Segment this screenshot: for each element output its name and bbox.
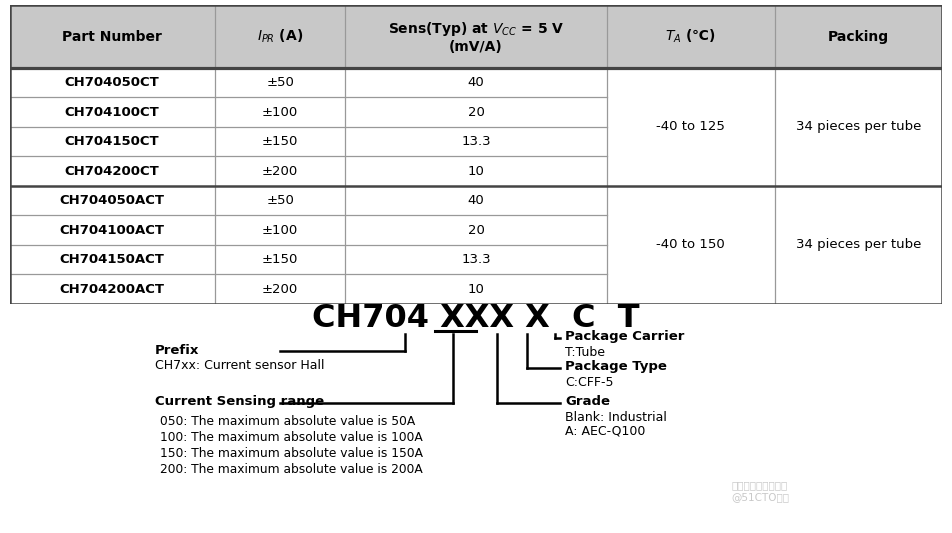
Text: 34 pieces per tube: 34 pieces per tube <box>796 120 922 133</box>
Bar <box>346 68 606 98</box>
Text: Packing: Packing <box>828 30 889 44</box>
Bar <box>215 274 346 304</box>
Text: Current Sensing range: Current Sensing range <box>155 394 324 408</box>
Text: CH704100ACT: CH704100ACT <box>60 224 165 237</box>
Text: ±200: ±200 <box>262 165 298 177</box>
Text: Part Number: Part Number <box>62 30 162 44</box>
Text: CH704150ACT: CH704150ACT <box>60 253 165 266</box>
Text: CH704050ACT: CH704050ACT <box>60 194 165 207</box>
Text: CH704050CT: CH704050CT <box>65 76 160 89</box>
Text: Prefix: Prefix <box>155 344 199 357</box>
Bar <box>346 186 606 215</box>
Text: ±150: ±150 <box>262 135 298 148</box>
Bar <box>346 157 606 186</box>
Text: Grade: Grade <box>565 394 610 408</box>
Bar <box>346 215 606 245</box>
Text: 100: The maximum absolute value is 100A: 100: The maximum absolute value is 100A <box>160 431 423 443</box>
Bar <box>606 274 775 304</box>
Bar <box>775 274 942 304</box>
Bar <box>775 245 942 274</box>
Text: CH7xx: Current sensor Hall: CH7xx: Current sensor Hall <box>155 359 325 372</box>
Text: 20: 20 <box>467 224 485 237</box>
Bar <box>10 186 215 215</box>
Bar <box>346 127 606 157</box>
Bar <box>215 215 346 245</box>
Text: Package Type: Package Type <box>565 360 666 373</box>
Text: ±150: ±150 <box>262 253 298 266</box>
Bar <box>775 68 942 98</box>
Text: 34 pieces per tube: 34 pieces per tube <box>796 238 922 252</box>
Bar <box>10 215 215 245</box>
Text: ±50: ±50 <box>267 194 294 207</box>
Bar <box>606 157 775 186</box>
Bar <box>10 5 215 68</box>
Bar <box>215 186 346 215</box>
Bar <box>215 157 346 186</box>
Text: 050: The maximum absolute value is 50A: 050: The maximum absolute value is 50A <box>160 415 415 427</box>
Bar <box>215 245 346 274</box>
Bar <box>606 68 775 98</box>
Text: ±100: ±100 <box>262 224 298 237</box>
Bar <box>346 245 606 274</box>
Text: $T_{A}$ (℃): $T_{A}$ (℃) <box>665 28 716 45</box>
Text: 10: 10 <box>467 282 485 296</box>
Text: 20: 20 <box>467 106 485 119</box>
Bar <box>775 5 942 68</box>
Text: 电力电子技术与应用
@51CTO博客: 电力电子技术与应用 @51CTO博客 <box>731 480 789 502</box>
Bar <box>606 98 775 127</box>
Bar <box>10 274 215 304</box>
Bar <box>10 68 215 98</box>
Text: CH704150CT: CH704150CT <box>65 135 159 148</box>
Text: ±200: ±200 <box>262 282 298 296</box>
Text: ±50: ±50 <box>267 76 294 89</box>
Bar <box>775 186 942 215</box>
Text: CH704200CT: CH704200CT <box>65 165 160 177</box>
Text: $I_{PR}$ (A): $I_{PR}$ (A) <box>257 28 303 45</box>
Bar <box>215 5 346 68</box>
Text: ±100: ±100 <box>262 106 298 119</box>
Text: T:Tube: T:Tube <box>565 345 605 359</box>
Bar <box>10 127 215 157</box>
Bar <box>10 98 215 127</box>
Bar <box>346 274 606 304</box>
Text: CH704 XXX X  C  T: CH704 XXX X C T <box>312 303 640 334</box>
Text: 150: The maximum absolute value is 150A: 150: The maximum absolute value is 150A <box>160 447 423 459</box>
Text: Package Carrier: Package Carrier <box>565 329 684 343</box>
Bar <box>775 127 942 157</box>
Bar <box>10 245 215 274</box>
Text: 40: 40 <box>467 194 485 207</box>
Text: Sens(Typ) at $V_{CC}$ = 5 V
(mV/A): Sens(Typ) at $V_{CC}$ = 5 V (mV/A) <box>387 20 565 54</box>
Text: 13.3: 13.3 <box>461 253 491 266</box>
Bar <box>606 5 775 68</box>
Bar <box>606 215 775 245</box>
Text: 40: 40 <box>467 76 485 89</box>
Text: 13.3: 13.3 <box>461 135 491 148</box>
Text: CH704200ACT: CH704200ACT <box>60 282 165 296</box>
Bar <box>215 98 346 127</box>
Text: Blank: Industrial: Blank: Industrial <box>565 410 666 424</box>
Bar <box>606 186 775 215</box>
Bar <box>215 127 346 157</box>
Text: CH704100CT: CH704100CT <box>65 106 160 119</box>
Text: C:CFF-5: C:CFF-5 <box>565 376 613 389</box>
Bar <box>346 98 606 127</box>
Bar <box>10 157 215 186</box>
Text: A: AEC-Q100: A: AEC-Q100 <box>565 425 645 438</box>
Text: 200: The maximum absolute value is 200A: 200: The maximum absolute value is 200A <box>160 463 423 475</box>
Bar <box>606 245 775 274</box>
Bar <box>606 127 775 157</box>
Bar <box>215 68 346 98</box>
Text: -40 to 125: -40 to 125 <box>656 120 725 133</box>
Text: 10: 10 <box>467 165 485 177</box>
Bar <box>346 5 606 68</box>
Bar <box>775 157 942 186</box>
Bar <box>775 98 942 127</box>
Bar <box>775 215 942 245</box>
Text: -40 to 150: -40 to 150 <box>656 238 725 252</box>
